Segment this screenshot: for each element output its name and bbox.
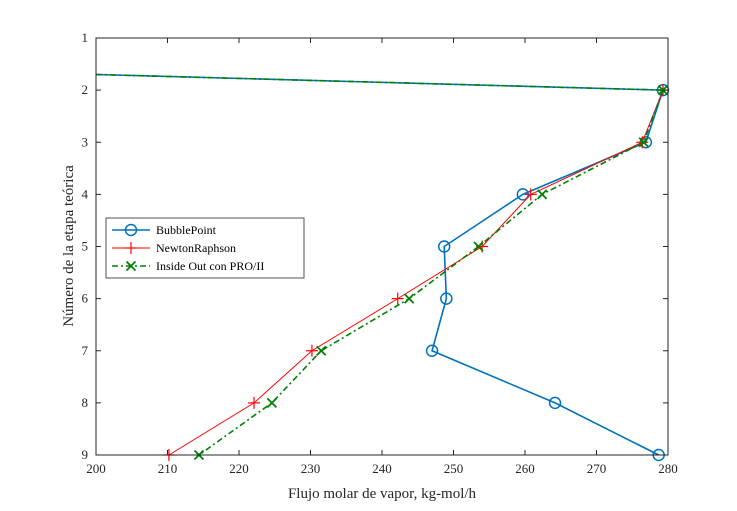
data-point (473, 241, 484, 252)
x-tick-label: 220 (229, 461, 249, 476)
x-tick-label: 230 (301, 461, 321, 476)
y-tick-label: 6 (82, 291, 89, 306)
legend-marker (125, 242, 137, 254)
series-line-extra (95, 73, 664, 91)
data-point (404, 293, 415, 304)
legend: BubblePoint NewtonRaphson Inside Out con P… (105, 217, 305, 279)
y-tick-label: 2 (82, 82, 89, 97)
data-point (437, 240, 451, 253)
x-marker-b (266, 397, 278, 409)
x-marker-b (404, 293, 415, 304)
y-tick-label: 8 (82, 395, 89, 410)
legend-marker (125, 260, 137, 272)
series-line (168, 89, 664, 456)
x-marker-b (657, 84, 669, 96)
data-point (537, 189, 548, 200)
x-tick-label: 250 (444, 461, 464, 476)
data-point (316, 345, 327, 356)
x-tick-label: 210 (158, 461, 178, 476)
y-tick-label: 7 (82, 343, 89, 358)
series-line (198, 89, 664, 456)
x-marker-b (638, 137, 649, 148)
y-tick-label: 4 (82, 186, 89, 201)
legend-label: BubblePoint (156, 223, 217, 237)
data-point (425, 344, 439, 357)
ticks: 200 210 220 230 240 250 260 270 280 1 2 3 4 5 6 7 8 9 (82, 30, 678, 476)
data-point (638, 137, 649, 148)
data-point (524, 188, 537, 201)
x-marker-b (125, 260, 137, 272)
data-point (548, 396, 562, 410)
x-marker-b (316, 345, 327, 356)
legend-marker (124, 223, 138, 237)
x-tick-label: 240 (372, 461, 392, 476)
data-point (248, 396, 261, 409)
x-tick-label: 280 (658, 461, 678, 476)
plot-area (95, 73, 670, 462)
y-axis-label: Número de la etapa teórica (61, 165, 77, 327)
data-point (266, 397, 278, 409)
y-tick-label: 5 (82, 239, 89, 254)
x-tick-label: 270 (587, 461, 607, 476)
y-tick-label: 9 (82, 447, 89, 462)
x-marker-b (537, 189, 548, 200)
x-tick-label: 260 (515, 461, 535, 476)
x-axis-label: Flujo molar de vapor, kg-mol/h (288, 486, 477, 502)
y-tick-label: 3 (82, 134, 89, 149)
x-tick-label: 200 (86, 461, 106, 476)
data-point (305, 344, 318, 357)
data-point (440, 292, 453, 305)
data-point (391, 292, 404, 305)
legend-label: NewtonRaphson (156, 241, 236, 255)
series-line (431, 89, 664, 456)
legend-label: Inside Out con PRO/II (156, 259, 264, 273)
y-tick-label: 1 (82, 30, 89, 45)
series-inside-out-con-pro-ii (95, 73, 669, 461)
data-point (657, 84, 669, 96)
x-marker-b (473, 241, 484, 252)
